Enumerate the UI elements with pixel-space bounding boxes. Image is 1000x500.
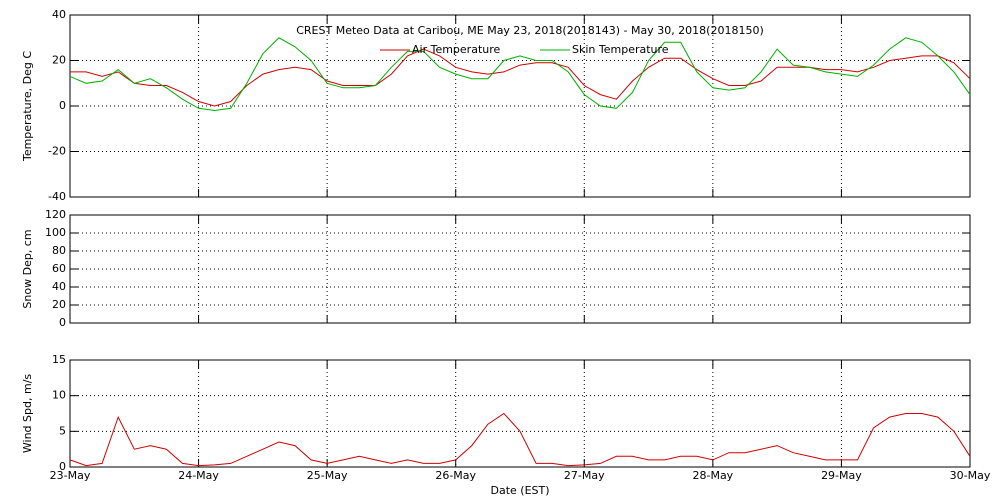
y-tick-label: -20 xyxy=(48,145,66,158)
y-tick-label: 0 xyxy=(59,460,66,473)
x-tick-label: 24-May xyxy=(178,469,219,482)
y-axis-label: Snow Dep, cm xyxy=(21,229,34,308)
y-tick-label: 0 xyxy=(59,316,66,329)
plot-frame xyxy=(69,359,971,468)
x-tick-label: 23-May xyxy=(50,469,91,482)
y-tick-label: 40 xyxy=(52,8,66,21)
x-axis-label: Date (EST) xyxy=(490,484,549,497)
chart-title: CREST Meteo Data at Caribou, ME May 23, … xyxy=(296,24,764,37)
x-tick-label: 27-May xyxy=(564,469,605,482)
y-tick-label: -40 xyxy=(48,190,66,203)
y-tick-label: 120 xyxy=(45,208,66,221)
y-tick-label: 20 xyxy=(52,298,66,311)
y-tick-label: 20 xyxy=(52,54,66,67)
x-tick-label: 26-May xyxy=(435,469,476,482)
y-axis-label: Temperature, Deg C xyxy=(21,51,34,162)
x-tick-label: 28-May xyxy=(692,469,733,482)
y-axis-label: Wind Spd, m/s xyxy=(21,374,34,454)
y-tick-label: 10 xyxy=(52,389,66,402)
y-tick-label: 5 xyxy=(59,424,66,437)
y-tick-label: 60 xyxy=(52,262,66,275)
plot-frame xyxy=(69,14,971,198)
plot-frame xyxy=(69,214,971,324)
y-tick-label: 80 xyxy=(52,244,66,257)
legend-label: Skin Temperature xyxy=(572,43,669,56)
series-line xyxy=(69,37,971,112)
legend-label: Air Temperature xyxy=(412,43,501,56)
x-tick-label: 30-May xyxy=(950,469,991,482)
y-tick-label: 100 xyxy=(45,226,66,239)
series-line xyxy=(69,412,971,467)
y-tick-label: 0 xyxy=(59,99,66,112)
y-tick-label: 15 xyxy=(52,353,66,366)
x-tick-label: 29-May xyxy=(821,469,862,482)
series-line xyxy=(70,48,971,107)
x-tick-label: 25-May xyxy=(307,469,348,482)
y-tick-label: 40 xyxy=(52,280,66,293)
